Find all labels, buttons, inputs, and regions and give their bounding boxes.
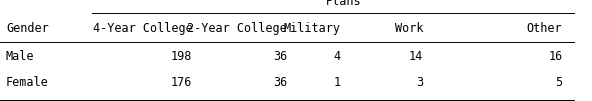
Text: 5: 5 (555, 76, 562, 89)
Text: 2-Year College: 2-Year College (188, 22, 287, 35)
Text: 198: 198 (171, 50, 192, 63)
Text: Gender: Gender (6, 22, 49, 35)
Text: Male: Male (6, 50, 34, 63)
Text: Work: Work (395, 22, 423, 35)
Text: 36: 36 (273, 50, 287, 63)
Text: Plans: Plans (326, 0, 361, 8)
Text: 4-Year College: 4-Year College (93, 22, 192, 35)
Text: 16: 16 (548, 50, 562, 63)
Text: Other: Other (527, 22, 562, 35)
Text: 176: 176 (171, 76, 192, 89)
Text: 3: 3 (416, 76, 423, 89)
Text: 36: 36 (273, 76, 287, 89)
Text: Female: Female (6, 76, 49, 89)
Text: Military: Military (284, 22, 340, 35)
Text: 4: 4 (333, 50, 340, 63)
Text: 14: 14 (409, 50, 423, 63)
Text: 1: 1 (333, 76, 340, 89)
